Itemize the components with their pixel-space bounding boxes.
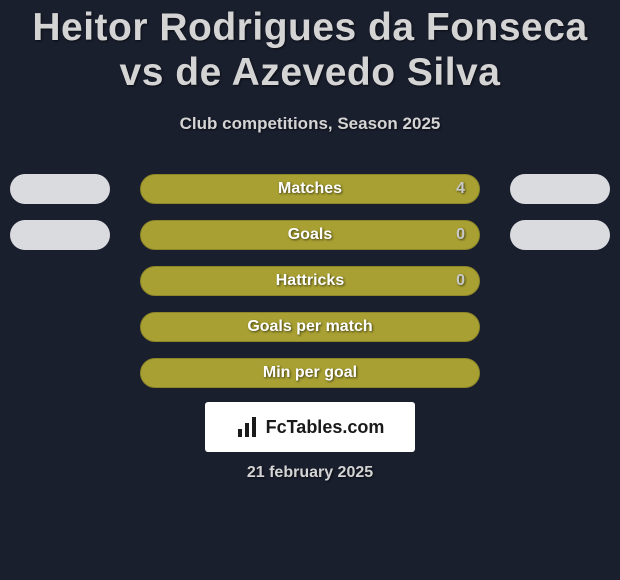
side-pill-left: [10, 174, 110, 204]
center-pill: Hattricks0: [140, 266, 480, 296]
stats-rows: Matches4Goals0Hattricks0Goals per matchM…: [0, 174, 620, 404]
center-pill: Goals per match: [140, 312, 480, 342]
logo-text: FcTables.com: [266, 417, 385, 438]
side-pill-right: [510, 174, 610, 204]
stat-label: Goals per match: [141, 313, 479, 341]
page-subtitle: Club competitions, Season 2025: [0, 114, 620, 134]
stat-value: 4: [456, 175, 465, 203]
stat-row: Hattricks0: [0, 266, 620, 296]
logo-box: FcTables.com: [205, 402, 415, 452]
page-title: Heitor Rodrigues da Fonseca vs de Azeved…: [0, 6, 620, 96]
stat-label: Matches: [141, 175, 479, 203]
stat-label: Goals: [141, 221, 479, 249]
footer-date: 21 february 2025: [0, 464, 620, 482]
center-pill: Min per goal: [140, 358, 480, 388]
stat-row: Matches4: [0, 174, 620, 204]
side-pill-left: [10, 220, 110, 250]
center-pill: Matches4: [140, 174, 480, 204]
stat-value: 0: [456, 267, 465, 295]
stat-label: Min per goal: [141, 359, 479, 387]
stat-label: Hattricks: [141, 267, 479, 295]
center-pill: Goals0: [140, 220, 480, 250]
stat-row: Goals0: [0, 220, 620, 250]
stat-row: Goals per match: [0, 312, 620, 342]
side-pill-right: [510, 220, 610, 250]
stat-value: 0: [456, 221, 465, 249]
stat-row: Min per goal: [0, 358, 620, 388]
barchart-icon: [236, 415, 260, 439]
